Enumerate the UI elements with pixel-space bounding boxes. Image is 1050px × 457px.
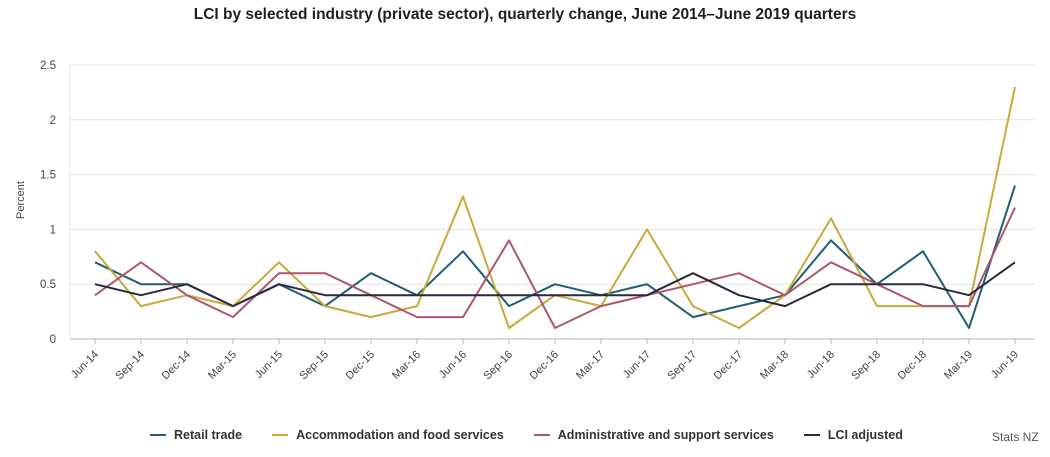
legend-item-lci-adjusted: LCI adjusted xyxy=(803,428,903,442)
series-lines xyxy=(94,86,1016,329)
y-tick-label: 1.5 xyxy=(40,170,56,182)
x-tick-label: Dec-14 xyxy=(160,349,194,383)
x-tick-label: Jun-17 xyxy=(621,349,653,381)
legend-swatch-lci-adjusted xyxy=(803,434,820,436)
x-tick-label: Jun-14 xyxy=(69,349,101,381)
x-tick-label: Mar-16 xyxy=(390,349,423,382)
x-tick-label: Mar-15 xyxy=(206,349,239,382)
series-line-administrative-and-support-services xyxy=(94,207,1016,329)
legend-label-lci-adjusted: LCI adjusted xyxy=(827,428,903,442)
y-axis-label: Percent xyxy=(15,181,27,219)
x-tick-label: Jun-16 xyxy=(437,349,469,381)
x-tick-label: Dec-18 xyxy=(896,349,930,383)
x-tick-label: Sep-17 xyxy=(666,349,700,383)
x-tick-label: Sep-14 xyxy=(114,349,148,383)
legend: Retail trade Accommodation and food serv… xyxy=(150,428,933,442)
x-tick-label: Mar-19 xyxy=(942,349,975,382)
legend-label-accommodation: Accommodation and food services xyxy=(296,428,504,442)
legend-swatch-administrative xyxy=(533,434,550,436)
x-tick-label: Jun-19 xyxy=(989,349,1021,381)
x-tick-label: Sep-16 xyxy=(482,349,516,383)
x-tick-label: Jun-15 xyxy=(253,349,285,381)
x-tick-label: Mar-17 xyxy=(574,349,607,382)
x-tick-label: Sep-15 xyxy=(298,349,332,383)
gridlines xyxy=(69,64,1035,340)
x-tick-label: Dec-16 xyxy=(528,349,562,383)
chart-title: LCI by selected industry (private sector… xyxy=(193,6,857,23)
y-tick-label: 2.5 xyxy=(40,60,56,72)
x-tick-label: Sep-18 xyxy=(850,349,884,383)
x-tick-label: Dec-17 xyxy=(712,349,746,383)
legend-item-administrative: Administrative and support services xyxy=(533,428,774,442)
legend-swatch-accommodation xyxy=(272,434,289,436)
source-credit: Stats NZ xyxy=(992,430,1039,444)
legend-label-retail-trade: Retail trade xyxy=(174,428,243,442)
x-tick-label: Dec-15 xyxy=(344,349,378,383)
y-tick-label: 2 xyxy=(50,115,56,127)
legend-swatch-retail-trade xyxy=(150,434,166,436)
legend-item-accommodation: Accommodation and food services xyxy=(272,428,504,442)
series-line-accommodation-and-food-services xyxy=(94,86,1016,329)
legend-item-retail-trade: Retail trade xyxy=(150,428,242,442)
y-tick-label: 0.5 xyxy=(40,279,56,291)
axes: 0 0.5 1 1.5 2 2.5 Jun-14 Sep-14 Dec-14 Mar-15 Jun-… xyxy=(40,60,1021,382)
legend-label-administrative: Administrative and support services xyxy=(557,428,774,442)
x-tick-label: Mar-18 xyxy=(758,349,791,382)
x-tick-label: Jun-18 xyxy=(805,349,837,381)
series-line-lci-adjusted xyxy=(94,261,1016,308)
y-tick-label: 1 xyxy=(50,224,56,236)
y-tick-label: 0 xyxy=(50,334,56,346)
